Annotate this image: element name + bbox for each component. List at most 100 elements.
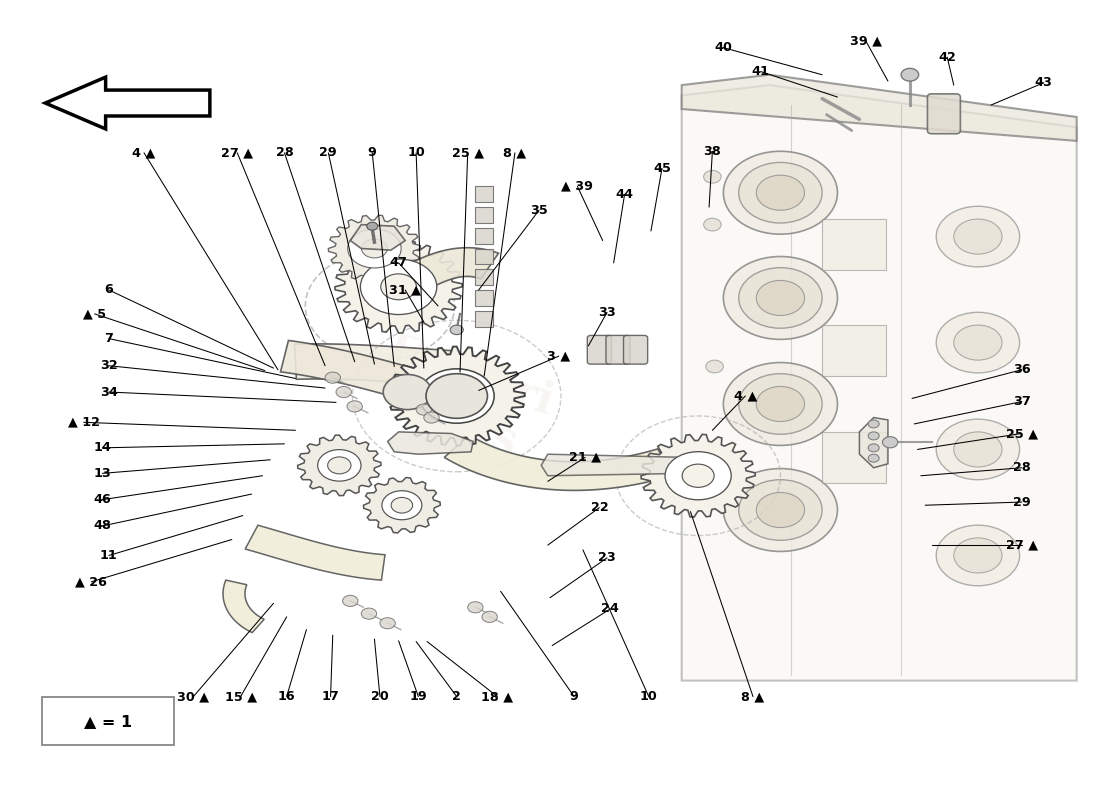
- Text: 4 ▲: 4 ▲: [132, 146, 156, 159]
- Text: 9: 9: [367, 146, 376, 159]
- Circle shape: [416, 404, 431, 415]
- Text: 29: 29: [319, 146, 338, 159]
- Circle shape: [392, 498, 412, 513]
- Circle shape: [482, 611, 497, 622]
- Circle shape: [868, 444, 879, 452]
- Text: 4 ▲: 4 ▲: [734, 390, 757, 402]
- Circle shape: [419, 369, 494, 423]
- Polygon shape: [682, 85, 1077, 681]
- Circle shape: [739, 268, 822, 328]
- Text: 14: 14: [94, 442, 111, 454]
- Text: 15 ▲: 15 ▲: [224, 690, 256, 703]
- Circle shape: [426, 374, 487, 418]
- Text: 23: 23: [598, 551, 616, 564]
- Text: 29: 29: [1013, 495, 1031, 509]
- Circle shape: [328, 457, 351, 474]
- Polygon shape: [363, 478, 440, 533]
- Circle shape: [336, 386, 351, 398]
- Polygon shape: [388, 346, 525, 446]
- Polygon shape: [223, 580, 264, 633]
- Text: 20: 20: [371, 690, 388, 703]
- Text: 41: 41: [751, 65, 770, 78]
- Polygon shape: [541, 454, 704, 476]
- Circle shape: [882, 437, 898, 448]
- Text: 40: 40: [714, 41, 733, 54]
- Polygon shape: [329, 215, 420, 282]
- Circle shape: [424, 412, 439, 423]
- Circle shape: [757, 281, 804, 315]
- Text: 10: 10: [407, 146, 425, 159]
- Circle shape: [706, 467, 724, 480]
- Circle shape: [954, 325, 1002, 360]
- Circle shape: [468, 602, 483, 613]
- Text: 28: 28: [1013, 462, 1031, 474]
- Text: 31 ▲: 31 ▲: [389, 283, 421, 297]
- Polygon shape: [393, 248, 498, 295]
- Text: 43: 43: [1035, 76, 1053, 90]
- Circle shape: [704, 218, 722, 231]
- Text: 42: 42: [938, 50, 956, 64]
- Polygon shape: [245, 526, 385, 580]
- Text: 45: 45: [653, 162, 671, 175]
- Circle shape: [348, 229, 402, 268]
- Bar: [822, 325, 886, 376]
- Text: 36: 36: [1013, 363, 1031, 376]
- Circle shape: [366, 222, 377, 230]
- Circle shape: [739, 374, 822, 434]
- Text: ▲ 5: ▲ 5: [84, 307, 107, 321]
- Bar: [475, 186, 493, 202]
- Text: 24: 24: [602, 602, 619, 615]
- Text: 8 ▲: 8 ▲: [504, 146, 527, 159]
- FancyBboxPatch shape: [606, 335, 630, 364]
- Text: 33: 33: [598, 306, 616, 319]
- Circle shape: [318, 450, 361, 481]
- Circle shape: [739, 480, 822, 540]
- Text: 10: 10: [640, 690, 658, 703]
- Text: 2: 2: [452, 690, 461, 703]
- Circle shape: [901, 68, 918, 81]
- Bar: [475, 228, 493, 244]
- Circle shape: [936, 419, 1020, 480]
- Circle shape: [383, 374, 431, 410]
- Text: 3 ▲: 3 ▲: [547, 350, 570, 362]
- Circle shape: [757, 175, 804, 210]
- Text: 9: 9: [570, 690, 579, 703]
- Text: 18 ▲: 18 ▲: [482, 690, 514, 703]
- Bar: [822, 219, 886, 270]
- Polygon shape: [334, 241, 462, 333]
- Text: ▲ 12: ▲ 12: [68, 416, 100, 429]
- Text: 28: 28: [276, 146, 294, 159]
- Text: 37: 37: [1013, 395, 1031, 408]
- Circle shape: [936, 525, 1020, 586]
- Text: 25 ▲: 25 ▲: [1005, 427, 1037, 440]
- Text: 38: 38: [704, 145, 722, 158]
- Circle shape: [954, 219, 1002, 254]
- Text: 27 ▲: 27 ▲: [1005, 538, 1037, 551]
- Text: 30 ▲: 30 ▲: [177, 690, 209, 703]
- Text: 34: 34: [100, 386, 118, 398]
- Circle shape: [954, 538, 1002, 573]
- Text: 11: 11: [100, 549, 118, 562]
- Text: 17: 17: [321, 690, 340, 703]
- Circle shape: [757, 493, 804, 527]
- Polygon shape: [350, 225, 405, 250]
- Text: 19: 19: [409, 690, 427, 703]
- Circle shape: [868, 420, 879, 428]
- Circle shape: [666, 452, 732, 500]
- Circle shape: [382, 490, 421, 520]
- Text: 16: 16: [278, 690, 296, 703]
- FancyBboxPatch shape: [42, 698, 174, 745]
- Polygon shape: [859, 418, 888, 468]
- Text: 8 ▲: 8 ▲: [741, 690, 764, 703]
- Polygon shape: [295, 344, 451, 386]
- Text: Ferrari
Parts: Ferrari Parts: [365, 329, 559, 471]
- Circle shape: [724, 257, 837, 339]
- Text: 32: 32: [100, 359, 118, 372]
- Circle shape: [724, 469, 837, 551]
- Bar: [475, 249, 493, 265]
- Circle shape: [342, 595, 358, 606]
- Circle shape: [438, 382, 476, 410]
- Text: 46: 46: [94, 493, 111, 506]
- Circle shape: [936, 312, 1020, 373]
- Circle shape: [757, 386, 804, 422]
